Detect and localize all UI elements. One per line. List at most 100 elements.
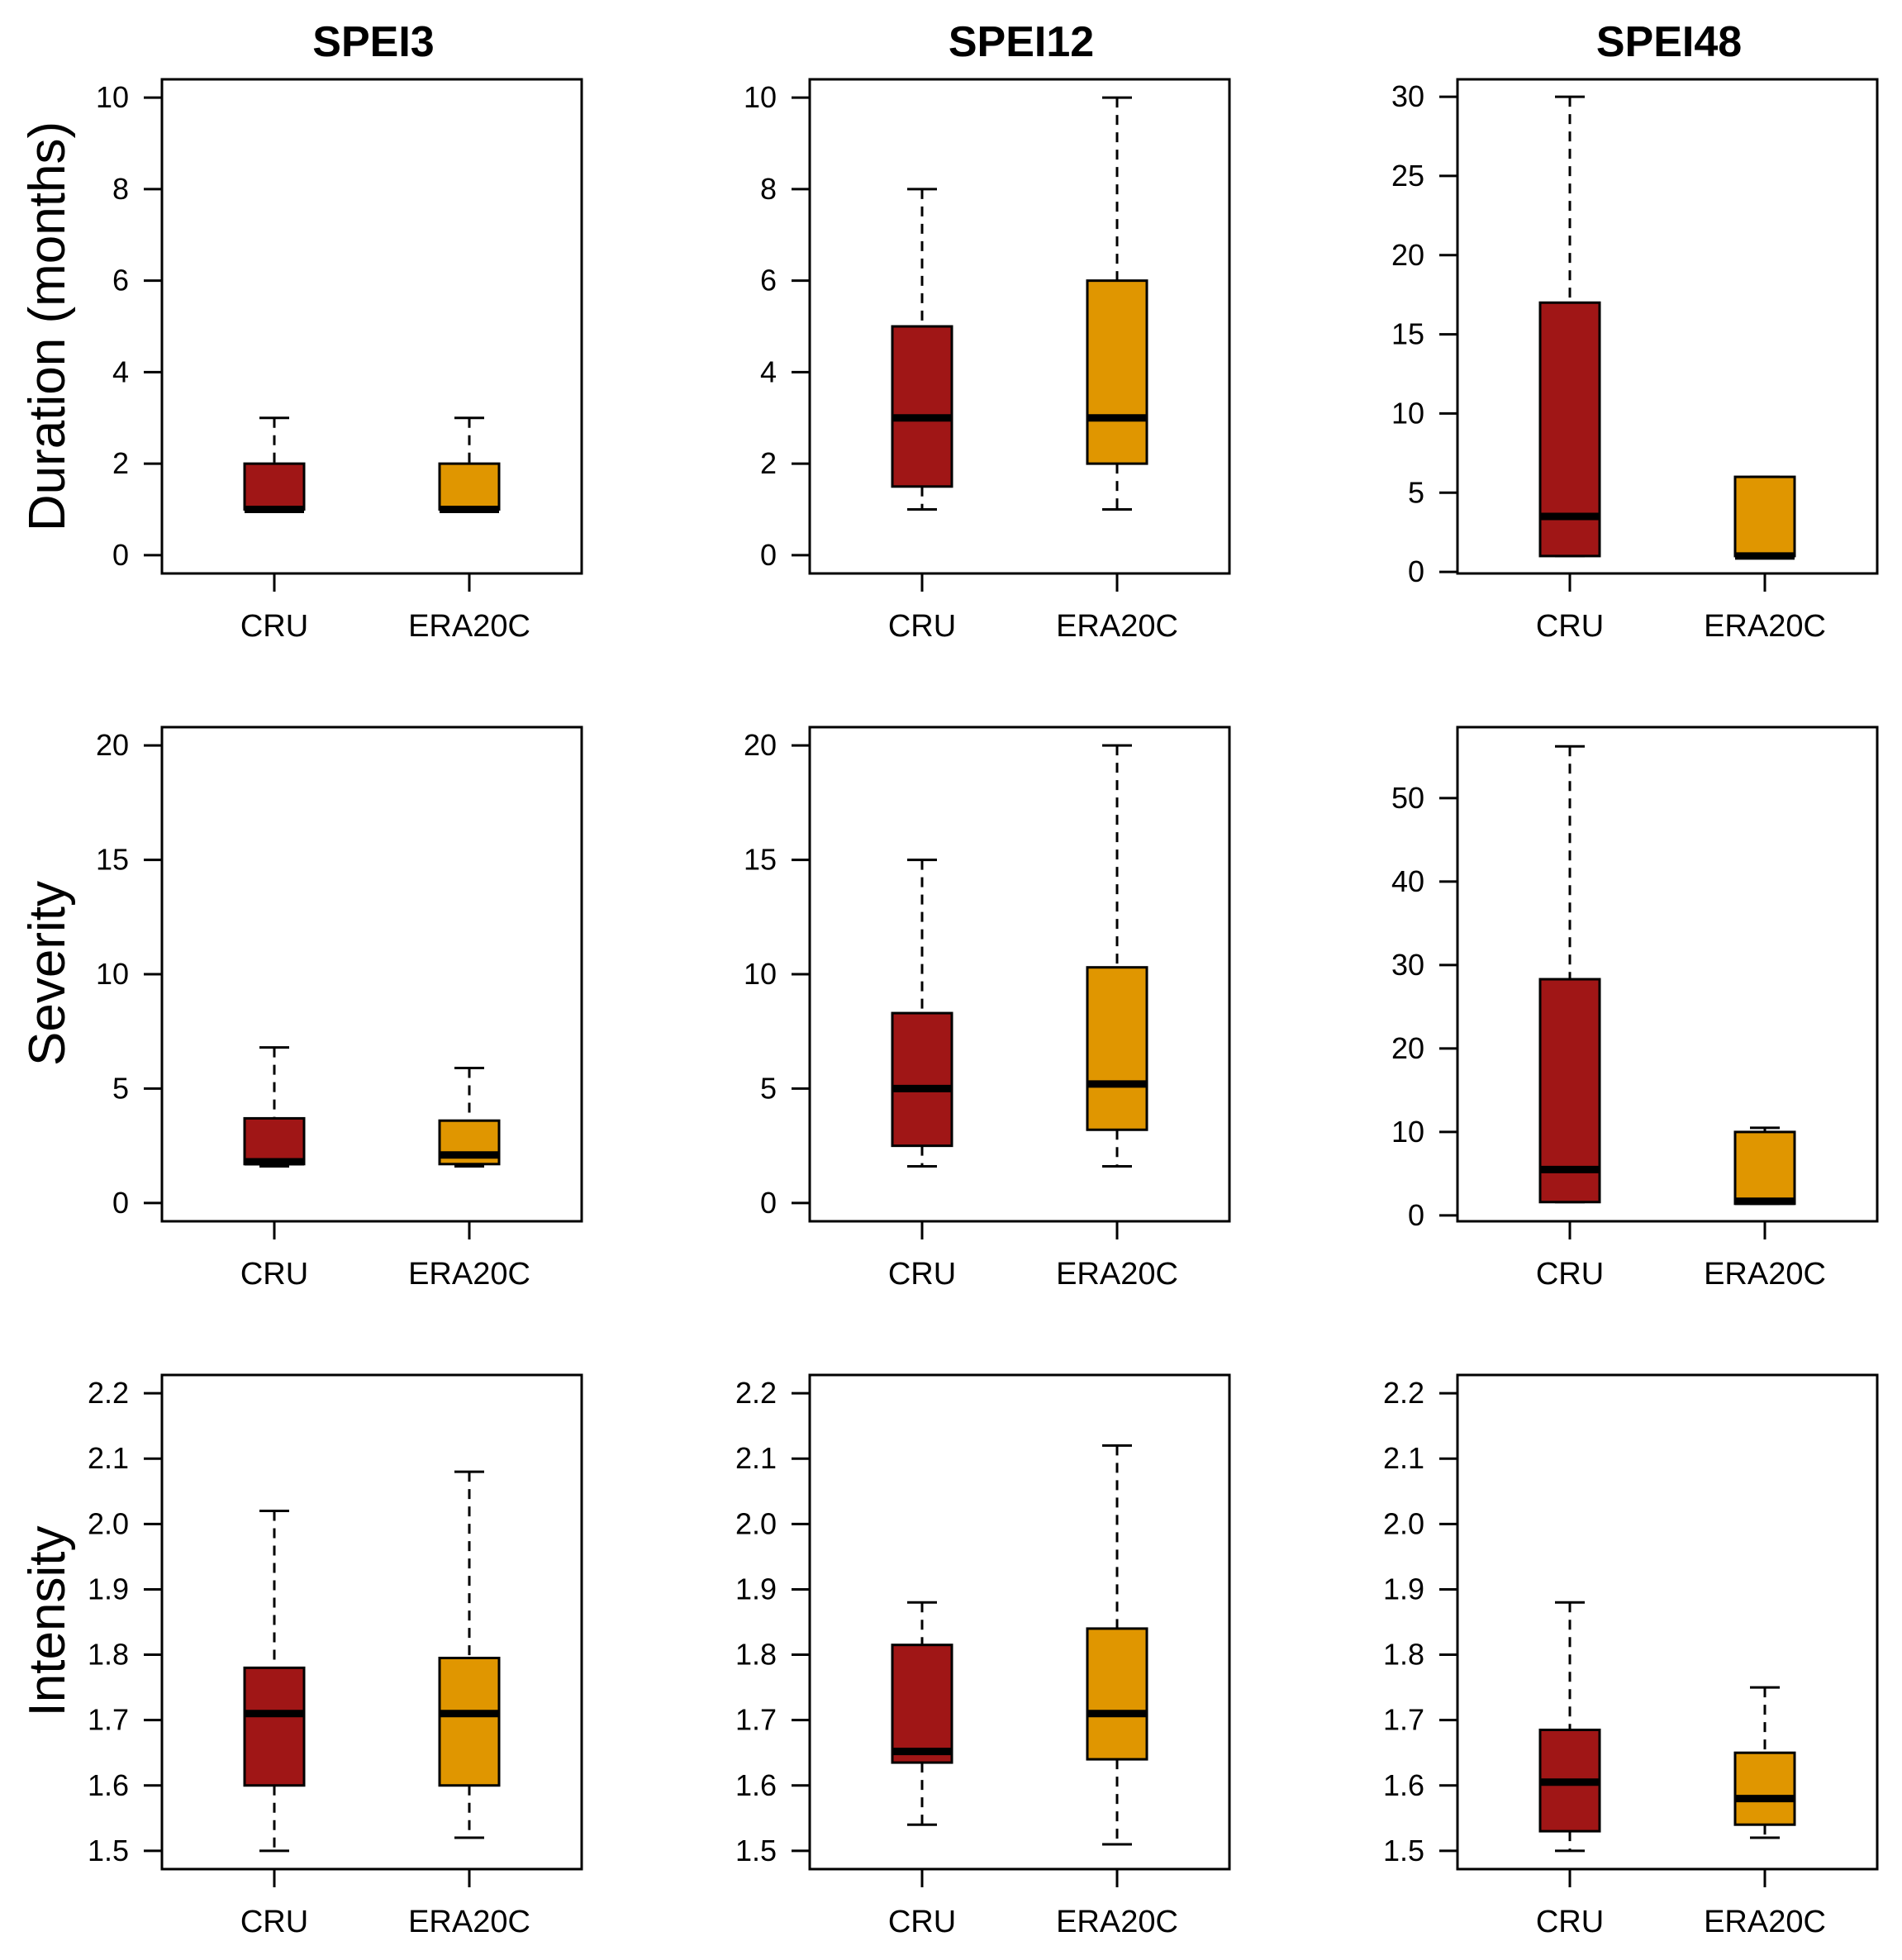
iqr-box xyxy=(1538,978,1601,1204)
y-tick-label: 1.8 xyxy=(1383,1638,1424,1672)
y-tick-label: 1.8 xyxy=(735,1638,777,1672)
box-era20c xyxy=(1086,744,1148,1168)
y-tick-label: 2.0 xyxy=(1383,1506,1424,1540)
x-category-label: CRU xyxy=(888,1257,956,1292)
y-tick-label: 8 xyxy=(760,172,777,206)
y-tick-label: 1.7 xyxy=(735,1703,777,1737)
y-tick-label: 30 xyxy=(1391,79,1424,113)
row-labels: Duration (months) Severity Intensity xyxy=(19,121,76,1717)
y-tick-label: 1.9 xyxy=(88,1572,129,1606)
plot-frame xyxy=(160,725,583,1223)
x-category-label: ERA20C xyxy=(1704,1257,1826,1292)
y-tick-label: 8 xyxy=(112,172,129,206)
y-tick-label: 2.2 xyxy=(1383,1376,1424,1410)
y-tick-label: 2 xyxy=(112,446,129,480)
box-cru xyxy=(243,416,306,513)
y-tick-label: 1.6 xyxy=(1383,1768,1424,1802)
x-category-label: ERA20C xyxy=(1056,1257,1178,1292)
x-category-label: CRU xyxy=(1536,1905,1604,1939)
y-tick-label: 5 xyxy=(1408,475,1424,509)
box-cru xyxy=(1538,745,1601,1204)
y-tick-label: 2.1 xyxy=(735,1441,777,1475)
iqr-box xyxy=(438,1657,501,1787)
y-tick-label: 0 xyxy=(112,1186,129,1220)
y-tick-label: 20 xyxy=(1391,238,1424,272)
panel-r2-c1: 0 5 10 15 20 CRU ERA20C xyxy=(96,725,583,1292)
y-tick-label: 30 xyxy=(1391,948,1424,982)
box-cru xyxy=(891,859,953,1168)
iqr-box xyxy=(1086,279,1148,465)
y-tick-label: 1.5 xyxy=(735,1834,777,1867)
y-tick-label: 10 xyxy=(96,80,129,114)
box-cru xyxy=(243,1046,306,1168)
y-tick-label: 15 xyxy=(1391,317,1424,351)
box-era20c xyxy=(1733,1686,1796,1839)
y-tick-label: 2.0 xyxy=(88,1506,129,1540)
y-tick-label: 1.5 xyxy=(88,1834,129,1867)
row-label-duration: Duration (months) xyxy=(19,121,76,531)
y-tick-label: 4 xyxy=(760,354,777,388)
y-tick-label: 2.1 xyxy=(1383,1441,1424,1475)
y-tick-label: 10 xyxy=(744,957,777,991)
x-category-label: CRU xyxy=(1536,1257,1604,1292)
box-era20c xyxy=(438,416,501,513)
plot-frame xyxy=(808,725,1231,1223)
box-era20c xyxy=(438,1067,501,1168)
box-cru xyxy=(891,188,953,511)
x-category-label: ERA20C xyxy=(408,1905,530,1939)
plot-frame xyxy=(808,78,1231,575)
column-titles: SPEI3 SPEI12 SPEI48 xyxy=(312,18,1742,66)
x-category-label: CRU xyxy=(240,1257,308,1292)
row-label-intensity: Intensity xyxy=(19,1526,76,1717)
iqr-box xyxy=(1086,966,1148,1131)
x-category-label: CRU xyxy=(888,1905,956,1939)
y-tick-label: 15 xyxy=(96,843,129,877)
y-tick-label: 10 xyxy=(96,957,129,991)
y-tick-label: 20 xyxy=(744,728,777,762)
y-tick-label: 1.5 xyxy=(1383,1834,1424,1867)
x-category-label: CRU xyxy=(888,609,956,644)
box-era20c xyxy=(1733,1126,1796,1206)
iqr-box xyxy=(891,325,953,488)
y-tick-label: 0 xyxy=(760,1186,777,1220)
column-title-spei48: SPEI48 xyxy=(1596,18,1742,66)
y-tick-label: 25 xyxy=(1391,159,1424,193)
x-category-label: ERA20C xyxy=(408,609,530,644)
y-tick-label: 10 xyxy=(1391,396,1424,430)
box-cru xyxy=(243,1510,306,1853)
box-era20c xyxy=(1086,96,1148,511)
iqr-box xyxy=(1086,1627,1148,1761)
panel-r3-c2: 1.5 1.6 1.7 1.8 1.9 2.0 2.1 2.2 CRU ERA20C xyxy=(735,1373,1231,1939)
y-tick-label: 0 xyxy=(112,538,129,572)
column-title-spei3: SPEI3 xyxy=(312,18,434,66)
y-tick-label: 1.6 xyxy=(735,1768,777,1802)
box-cru xyxy=(1538,95,1601,558)
y-tick-label: 1.7 xyxy=(1383,1703,1424,1737)
y-tick-label: 10 xyxy=(1391,1115,1424,1149)
column-title-spei12: SPEI12 xyxy=(949,18,1094,66)
panel-r2-c2: 0 5 10 15 20 CRU ERA20C xyxy=(744,725,1231,1292)
y-tick-label: 5 xyxy=(760,1071,777,1105)
y-tick-label: 6 xyxy=(112,264,129,297)
y-tick-label: 20 xyxy=(96,728,129,762)
y-tick-label: 1.6 xyxy=(88,1768,129,1802)
iqr-box xyxy=(243,1116,306,1166)
y-tick-label: 0 xyxy=(760,538,777,572)
y-tick-label: 2.2 xyxy=(88,1376,129,1410)
y-tick-label: 40 xyxy=(1391,864,1424,898)
iqr-box xyxy=(1733,1751,1796,1826)
panel-r2-c3: 0 10 20 30 40 50 CRU ERA20C xyxy=(1391,725,1879,1292)
y-tick-label: 15 xyxy=(744,843,777,877)
y-tick-label: 4 xyxy=(112,354,129,388)
x-category-label: CRU xyxy=(240,609,308,644)
plot-frame xyxy=(160,78,583,575)
y-tick-label: 1.9 xyxy=(1383,1572,1424,1606)
panels: 0 2 4 6 8 10 CRU ERA20C 0 2 4 6 8 10 CRU ERA20C 0 5 10 15 20… xyxy=(88,78,1879,1939)
iqr-box xyxy=(1733,1130,1796,1206)
x-category-label: ERA20C xyxy=(1056,609,1178,644)
x-category-label: ERA20C xyxy=(408,1257,530,1292)
iqr-box xyxy=(1733,475,1796,558)
y-tick-label: 0 xyxy=(1408,1198,1424,1232)
panel-r1-c1: 0 2 4 6 8 10 CRU ERA20C xyxy=(96,78,583,644)
